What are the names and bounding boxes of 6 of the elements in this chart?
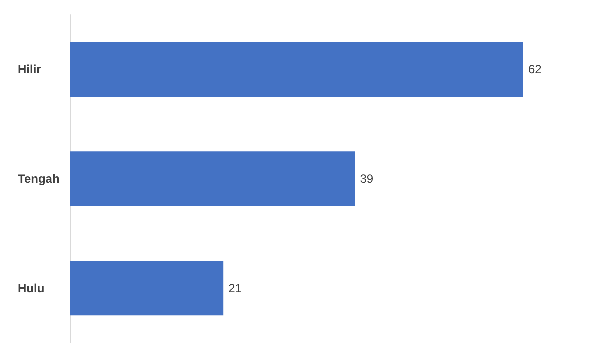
y-tick-label: Hilir: [18, 62, 42, 77]
data-label: 21: [228, 281, 242, 296]
y-tick-label: Tengah: [18, 172, 60, 186]
data-label: 39: [360, 172, 374, 186]
data-label: 62: [528, 62, 542, 77]
y-tick-label: Hulu: [18, 281, 45, 296]
